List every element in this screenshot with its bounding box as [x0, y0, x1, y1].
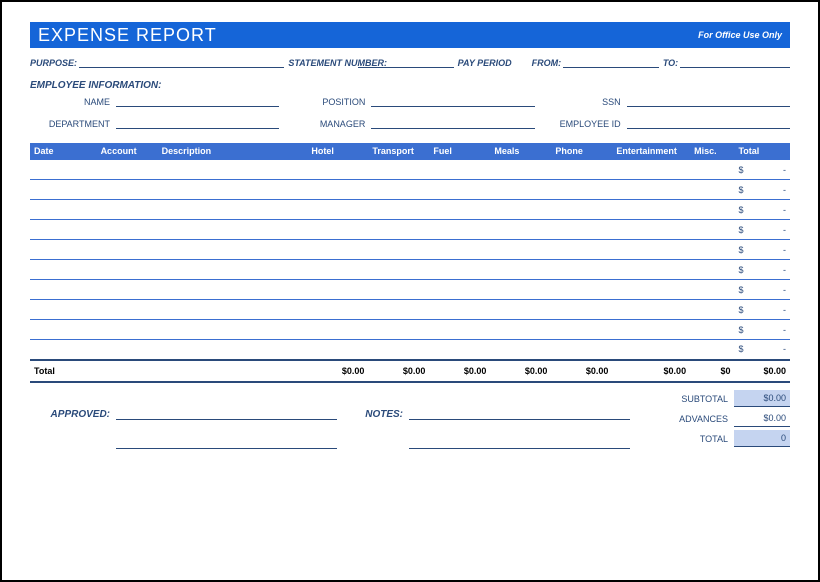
table-row[interactable]: $-	[30, 180, 790, 200]
to-label: TO:	[663, 58, 680, 68]
row-total-cell[interactable]: $-	[734, 300, 790, 320]
col-transport: Transport	[368, 143, 429, 160]
statement-field: STATEMENT NUMBER:	[288, 56, 453, 68]
col-hotel: Hotel	[307, 143, 368, 160]
purpose-field: PURPOSE:	[30, 56, 284, 68]
purpose-label: PURPOSE:	[30, 58, 79, 68]
col-phone: Phone	[551, 143, 612, 160]
totals-label: Total	[30, 360, 97, 382]
table-row[interactable]: $-	[30, 260, 790, 280]
totals-row: Total $0.00 $0.00 $0.00 $0.00 $0.00 $0.0…	[30, 360, 790, 382]
to-input[interactable]	[680, 56, 790, 68]
table-header-row: Date Account Description Hotel Transport…	[30, 143, 790, 160]
col-entertainment: Entertainment	[612, 143, 690, 160]
row-total-cell[interactable]: $-	[734, 200, 790, 220]
pay-period-field: PAY PERIOD	[458, 56, 528, 68]
purpose-input[interactable]	[79, 56, 284, 68]
table-row[interactable]: $-	[30, 200, 790, 220]
position-label: POSITION	[285, 95, 365, 107]
grand-total-row: TOTAL 0	[640, 429, 790, 449]
subtotal-row: SUBTOTAL $0.00	[640, 389, 790, 409]
name-input[interactable]	[116, 95, 279, 107]
row-total-cell[interactable]: $-	[734, 320, 790, 340]
report-title: EXPENSE REPORT	[38, 25, 217, 46]
grand-total-value: 0	[734, 430, 790, 447]
meta-row: PURPOSE: STATEMENT NUMBER: PAY PERIOD FR…	[30, 56, 790, 68]
summary-block: SUBTOTAL $0.00 ADVANCES $0.00 TOTAL 0	[640, 389, 790, 449]
advances-value[interactable]: $0.00	[734, 410, 790, 427]
name-label: NAME	[30, 95, 110, 107]
table-row[interactable]: $-	[30, 320, 790, 340]
totals-meals: $0.00	[490, 360, 551, 382]
row-total-cell[interactable]: $-	[734, 260, 790, 280]
table-row[interactable]: $-	[30, 220, 790, 240]
row-total-cell[interactable]: $-	[734, 180, 790, 200]
col-total: Total	[734, 143, 790, 160]
position-input[interactable]	[371, 95, 534, 107]
totals-phone: $0.00	[551, 360, 612, 382]
statement-label: STATEMENT NUMBER:	[288, 58, 358, 68]
office-use-label: For Office Use Only	[698, 30, 782, 40]
totals-misc: $0	[690, 360, 734, 382]
employee-section-label: EMPLOYEE INFORMATION:	[30, 80, 790, 91]
table-row[interactable]: $-	[30, 300, 790, 320]
col-account: Account	[97, 143, 158, 160]
col-date: Date	[30, 143, 97, 160]
expense-table: Date Account Description Hotel Transport…	[30, 143, 790, 383]
row-total-cell[interactable]: $-	[734, 240, 790, 260]
approved-line-1[interactable]	[116, 408, 337, 420]
to-field: TO:	[663, 56, 790, 68]
totals-transport: $0.00	[368, 360, 429, 382]
approved-label: APPROVED:	[30, 409, 110, 420]
from-field: FROM:	[532, 56, 659, 68]
row-total-cell[interactable]: $-	[734, 160, 790, 180]
advances-label: ADVANCES	[640, 414, 734, 424]
totals-hotel: $0.00	[307, 360, 368, 382]
col-fuel: Fuel	[429, 143, 490, 160]
table-row[interactable]: $-	[30, 240, 790, 260]
ssn-label: SSN	[541, 95, 621, 107]
table-row[interactable]: $-	[30, 160, 790, 180]
notes-line-1[interactable]	[409, 408, 630, 420]
grand-total-label: TOTAL	[640, 434, 734, 444]
row-total-cell[interactable]: $-	[734, 220, 790, 240]
notes-line-2[interactable]	[409, 437, 630, 449]
approved-line-2[interactable]	[116, 437, 337, 449]
employee-id-input[interactable]	[627, 117, 790, 129]
totals-total: $0.00	[734, 360, 790, 382]
pay-period-label: PAY PERIOD	[458, 58, 514, 68]
advances-row: ADVANCES $0.00	[640, 409, 790, 429]
table-row[interactable]: $-	[30, 340, 790, 360]
employee-id-label: EMPLOYEE ID	[541, 117, 621, 129]
notes-label: NOTES:	[343, 409, 403, 420]
from-label: FROM:	[532, 58, 564, 68]
row-total-cell[interactable]: $-	[734, 340, 790, 360]
employee-grid: NAME POSITION SSN DEPARTMENT MANAGER EMP…	[30, 95, 790, 129]
col-misc: Misc.	[690, 143, 734, 160]
ssn-input[interactable]	[627, 95, 790, 107]
col-meals: Meals	[490, 143, 551, 160]
col-description: Description	[158, 143, 308, 160]
subtotal-value: $0.00	[734, 390, 790, 407]
bottom-area: APPROVED: NOTES: SUBTOTAL $0.00 ADVANCES…	[30, 389, 790, 449]
department-label: DEPARTMENT	[30, 117, 110, 129]
subtotal-label: SUBTOTAL	[640, 394, 734, 404]
signatures-area: APPROVED: NOTES:	[30, 389, 630, 449]
row-total-cell[interactable]: $-	[734, 280, 790, 300]
manager-label: MANAGER	[285, 117, 365, 129]
statement-input[interactable]	[358, 56, 453, 68]
totals-entertainment: $0.00	[612, 360, 690, 382]
from-input[interactable]	[563, 56, 659, 68]
manager-input[interactable]	[371, 117, 534, 129]
title-bar: EXPENSE REPORT For Office Use Only	[30, 22, 790, 48]
department-input[interactable]	[116, 117, 279, 129]
table-row[interactable]: $-	[30, 280, 790, 300]
totals-fuel: $0.00	[429, 360, 490, 382]
